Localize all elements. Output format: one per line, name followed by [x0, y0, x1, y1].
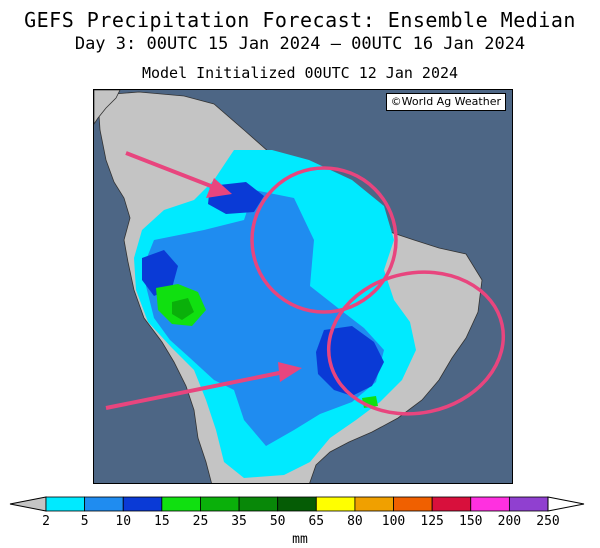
legend-swatch: [122, 496, 163, 512]
legend-swatch: [431, 496, 472, 512]
legend-swatch: [84, 496, 124, 512]
legend-tick-label: 150: [459, 514, 482, 529]
legend-tick-label: 250: [536, 514, 559, 529]
credit-label: ©World Ag Weather: [385, 93, 506, 111]
map-subtitle-valid-period: Day 3: 00UTC 15 Jan 2024 — 00UTC 16 Jan …: [74, 34, 526, 54]
color-legend: 2 5 10 15 25 35 50 65 80 100 125 150 200 250 mm: [0, 490, 600, 548]
legend-tick-label: 2: [42, 514, 50, 529]
precip-25-35mm: [172, 298, 194, 320]
legend-swatch: [277, 496, 317, 512]
annotation-arrowhead-north: [206, 178, 232, 198]
legend-swatch: [508, 496, 549, 512]
annotation-arrow-central: [105, 370, 285, 410]
legend-swatch: [354, 496, 394, 512]
precip-5-10mm: [146, 190, 384, 446]
legend-tick-label: 100: [382, 514, 405, 529]
legend-below-arrow: [9, 496, 47, 512]
legend-unit-label: mm: [292, 532, 308, 547]
annotation-circle-north: [250, 166, 398, 314]
precip-10-15mm: [316, 326, 384, 396]
legend-swatch: [315, 496, 356, 512]
legend-tick-label: 35: [231, 514, 247, 529]
map-canvas: [94, 90, 512, 483]
model-init-label: Model Initialized 00UTC 12 Jan 2024: [141, 64, 459, 82]
legend-swatch: [393, 496, 433, 512]
land-central-america: [94, 90, 121, 125]
legend-tick-label: 25: [193, 514, 209, 529]
legend-swatch: [470, 496, 510, 512]
legend-tick-label: 50: [270, 514, 286, 529]
legend-tick-label: 15: [154, 514, 170, 529]
legend-tick-label: 65: [308, 514, 324, 529]
legend-swatch: [45, 496, 86, 512]
legend-tick-label: 10: [115, 514, 131, 529]
legend-swatch: [200, 496, 240, 512]
map-title: GEFS Precipitation Forecast: Ensemble Me…: [24, 8, 576, 32]
legend-above-arrow: [547, 496, 585, 512]
legend-swatch: [238, 496, 279, 512]
annotation-circle-east: [326, 270, 506, 416]
legend-tick-label: 125: [420, 514, 443, 529]
legend-tick-label: 5: [81, 514, 89, 529]
legend-swatch: [161, 496, 201, 512]
legend-tick-label: 80: [347, 514, 363, 529]
precipitation-map: ©World Ag Weather: [93, 89, 513, 484]
annotation-arrow-north: [125, 151, 217, 190]
precip-10-15mm-west: [142, 250, 178, 296]
legend-tick-label: 200: [498, 514, 521, 529]
annotation-arrowhead-central: [278, 362, 302, 382]
